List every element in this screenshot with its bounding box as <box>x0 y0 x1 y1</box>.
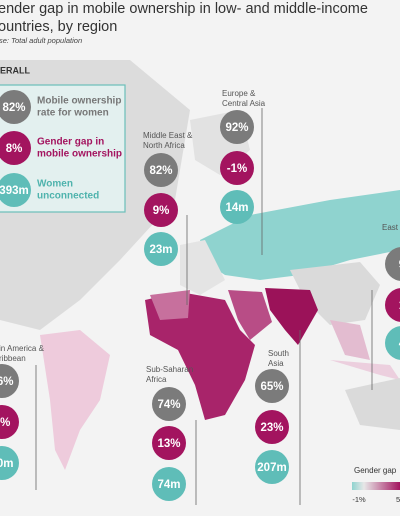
stat-circle <box>152 387 186 421</box>
stat-circle <box>144 193 178 227</box>
gradient-bar <box>352 482 400 490</box>
stat-circle <box>385 288 400 322</box>
legend-label: mobile ownership <box>37 149 122 160</box>
stat-circle <box>220 190 254 224</box>
stat-circle <box>152 467 186 501</box>
region-label: South <box>268 349 289 358</box>
region-label: Europe & <box>222 89 256 98</box>
stat-circle <box>0 364 19 398</box>
region-label: Asia <box>268 359 284 368</box>
stat-value: 13% <box>157 438 180 450</box>
stat-value: -1% <box>227 163 247 175</box>
stat-circle <box>0 405 19 439</box>
stat-value: 1 <box>399 300 400 312</box>
stat-value: 8% <box>6 143 23 155</box>
stat-value: 207m <box>257 462 286 474</box>
section-heading: ERALL <box>0 65 30 75</box>
region-label: Sub-Saharan <box>146 365 193 374</box>
title-line: ountries, by region <box>0 19 117 35</box>
stat-circle <box>144 232 178 266</box>
stat-value: 393m <box>0 185 29 197</box>
stat-value: 9 <box>399 259 400 271</box>
region-label: in America & <box>0 344 45 353</box>
region-label: ribbean <box>0 354 26 363</box>
legend-label: unconnected <box>37 191 99 202</box>
region-label: East a <box>382 223 400 232</box>
stat-circle <box>0 173 31 207</box>
stat-circle <box>255 450 289 484</box>
stat-value: 86% <box>0 376 14 388</box>
legend-label: Gender gap in <box>37 137 104 148</box>
connector-lines <box>35 108 373 505</box>
region-label: North Africa <box>143 141 185 150</box>
stat-circle <box>152 426 186 460</box>
stat-circle <box>255 410 289 444</box>
stat-value: 74% <box>157 399 180 411</box>
title-line: ender gap in mobile ownership in low- an… <box>0 1 368 17</box>
gender-gap-legend: Gender gap -1% 5 <box>352 466 400 504</box>
stat-value: 74m <box>157 479 180 491</box>
stat-circle <box>144 153 178 187</box>
stat-circle <box>220 110 254 144</box>
stat-value: 92% <box>225 122 248 134</box>
stat-value: 14m <box>225 202 248 214</box>
stat-circle <box>255 369 289 403</box>
stat-value: 30m <box>0 458 14 470</box>
stat-circle <box>385 247 400 281</box>
legend-label: rate for women <box>37 108 109 119</box>
region-label: Middle East & <box>143 131 193 140</box>
region-label: Africa <box>146 375 167 384</box>
stat-circle <box>0 131 31 165</box>
stat-circle <box>0 90 31 124</box>
stat-value: 82% <box>149 165 172 177</box>
legend-max: 5 <box>396 495 400 504</box>
stat-value: 23% <box>260 422 283 434</box>
legend-title: Gender gap <box>354 466 397 475</box>
legend-label: Women <box>37 179 73 190</box>
legend-label: Mobile ownership <box>37 96 121 107</box>
stat-value: 23m <box>149 244 172 256</box>
region-label: Central Asia <box>222 99 266 108</box>
stat-value: 82% <box>2 102 25 114</box>
stat-circle <box>0 446 19 480</box>
stat-circle <box>385 326 400 360</box>
stat-value: 4 <box>399 338 400 350</box>
stat-value: 9% <box>153 205 170 217</box>
legend-min: -1% <box>352 495 366 504</box>
base-note: se: Total adult population <box>0 36 82 45</box>
stat-value: 65% <box>260 381 283 393</box>
stat-value: 1% <box>0 417 10 429</box>
stat-circle <box>220 151 254 185</box>
